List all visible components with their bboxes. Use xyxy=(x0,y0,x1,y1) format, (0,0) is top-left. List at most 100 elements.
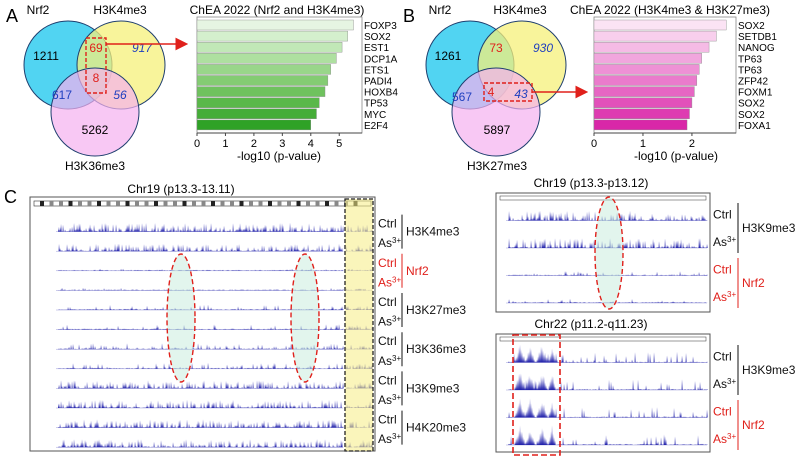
panel-c-letter: C xyxy=(4,187,17,207)
browser-left-frame xyxy=(29,196,376,452)
track-label-right_bottom-1: As3+ xyxy=(713,377,736,392)
chart-a-bar-5 xyxy=(196,75,329,86)
track-mark-left-10: H4K20me3 xyxy=(406,421,466,435)
track-signal-right_bottom-0 xyxy=(508,344,708,363)
track-signal-right_bottom-1 xyxy=(508,373,708,390)
chart-a-category-3: DCP1A xyxy=(364,54,398,65)
track-signal-left-1 xyxy=(58,243,344,252)
chart-b-category-5: ZFP42 xyxy=(738,77,768,88)
ideogram-band xyxy=(49,201,54,206)
venn-b-count-bc: 43 xyxy=(514,87,528,101)
chart-b-bar-8 xyxy=(593,108,690,120)
ideogram-band xyxy=(173,201,177,206)
chart-a-category-4: ETS1 xyxy=(364,65,389,76)
chart-b-category-4: TP63 xyxy=(738,65,762,76)
track-signal-left-2 xyxy=(58,268,344,271)
chart-b-bar-9 xyxy=(593,119,688,131)
track-signal-right_top-3 xyxy=(508,298,708,303)
venn-b-label-h3k4me3: H3K4me3 xyxy=(493,3,547,17)
panel-a-letter: A xyxy=(6,6,18,26)
track-label-right_top-1: As3+ xyxy=(713,235,736,250)
chart-b-category-7: SOX2 xyxy=(738,99,765,110)
venn-a-count-c-only: 5262 xyxy=(82,123,109,137)
track-label-right_top-0: Ctrl xyxy=(713,208,732,222)
ideogram-band xyxy=(277,201,282,206)
ideogram-right_bottom xyxy=(499,336,707,342)
track-label-left-6: Ctrl xyxy=(378,334,397,348)
track-label-left-3: As3+ xyxy=(378,275,401,290)
track-signal-left-8 xyxy=(58,380,344,389)
ideogram-band xyxy=(201,201,206,206)
venn-a-count-a-only: 1211 xyxy=(33,49,59,63)
track-mark-right_bottom-0: H3K9me3 xyxy=(742,363,796,377)
browser-rt-tracks xyxy=(499,195,708,304)
venn-a-highlight-box xyxy=(85,37,107,94)
ideogram-band xyxy=(97,201,101,206)
chart-b-bar-0 xyxy=(593,19,727,31)
venn-b: Nrf2 H3K4me3 H3K27me3 1261 73 930 4 567 … xyxy=(425,3,589,173)
chart-a-bar-3 xyxy=(196,53,337,64)
ideogram-band xyxy=(258,201,263,206)
chart-a-category-9: E2F4 xyxy=(364,121,388,132)
venn-b-label-h3k27me3: H3K27me3 xyxy=(467,159,527,173)
chart-a-xtick-label-3: 3 xyxy=(279,138,285,150)
track-signal-left-7 xyxy=(58,362,344,369)
track-label-left-4: Ctrl xyxy=(378,295,397,309)
chart-b: ChEA 2022 (H3K4me3 & H3K27me3) -log10 (p… xyxy=(570,3,777,163)
chart-a-category-7: TP53 xyxy=(364,99,388,110)
chart-a-bar-6 xyxy=(196,86,326,97)
chart-b-category-8: SOX2 xyxy=(738,110,765,121)
ideogram-band xyxy=(334,201,339,206)
ideogram-band xyxy=(211,201,215,206)
chart-b-bar-5 xyxy=(593,75,698,86)
chart-a-bar-0 xyxy=(196,19,354,31)
track-label-left-8: Ctrl xyxy=(378,373,397,387)
track-mark-left-8: H3K9me3 xyxy=(406,381,460,395)
chart-b-category-0: SOX2 xyxy=(738,21,765,32)
ideogram-band xyxy=(87,201,92,206)
ideogram-band xyxy=(68,201,73,206)
track-label-left-5: As3+ xyxy=(378,314,401,329)
browser-rt-labels: Ctrl As3+ Ctrl As3+ H3K9me3 Nrf2 xyxy=(713,203,796,308)
track-signal-right_bottom-3 xyxy=(508,425,708,445)
chart-a: ChEA 2022 (Nrf2 and H3K4me3) -log10 (p-v… xyxy=(190,3,399,163)
venn-b-count-b-only: 930 xyxy=(533,41,553,55)
ideogram-band xyxy=(78,201,82,206)
track-mark-left-2: Nrf2 xyxy=(406,264,429,278)
browser-left-tracks xyxy=(33,200,373,448)
venn-a-count-b-only: 917 xyxy=(132,41,153,55)
ideogram-band xyxy=(106,201,111,206)
chart-a-xtick-label-4: 4 xyxy=(308,138,314,150)
ideogram-band xyxy=(249,201,253,206)
chart-a-category-0: FOXP3 xyxy=(364,21,397,32)
ideogram-band xyxy=(125,201,130,206)
chart-a-xtick-label-1: 1 xyxy=(222,138,228,150)
browser-rt-frame xyxy=(495,192,711,313)
chart-b-bar-7 xyxy=(593,97,693,108)
chart-b-category-2: NANOG xyxy=(738,43,775,54)
chart-b-xtick-label-1: 1 xyxy=(640,138,646,150)
track-mark-left-4: H3K27me3 xyxy=(406,303,466,317)
chart-a-bar-4 xyxy=(196,64,331,75)
panel-c: C Chr19 (p13.3-13.11) CtrlH3K4me3As3+Ctr… xyxy=(4,176,796,456)
chart-b-category-6: FOXM1 xyxy=(738,88,773,99)
chart-a-category-5: PADI4 xyxy=(364,77,393,88)
track-label-right_bottom-2: Ctrl xyxy=(713,405,732,419)
track-signal-left-0 xyxy=(58,222,344,232)
track-mark-right_top-1: Nrf2 xyxy=(742,276,765,290)
track-signal-left-3 xyxy=(58,287,344,291)
track-mark-right_top-0: H3K9me3 xyxy=(742,221,796,235)
track-mark-left-6: H3K36me3 xyxy=(406,342,466,356)
chart-b-bar-4 xyxy=(593,64,700,75)
track-label-left-0: Ctrl xyxy=(378,217,397,231)
ideogram-band xyxy=(59,201,63,206)
chart-a-xtick-label-0: 0 xyxy=(194,138,200,150)
track-label-right_bottom-0: Ctrl xyxy=(713,350,732,364)
ideogram-band xyxy=(116,201,120,206)
chart-a-bar-1 xyxy=(196,30,348,42)
chart-a-xtick-label-2: 2 xyxy=(251,138,257,150)
chart-b-bar-6 xyxy=(593,86,695,97)
track-label-left-10: Ctrl xyxy=(378,413,397,427)
browser-rb-labels: Ctrl As3+ Ctrl As3+ H3K9me3 Nrf2 xyxy=(713,345,796,450)
ideogram-band xyxy=(268,201,272,206)
